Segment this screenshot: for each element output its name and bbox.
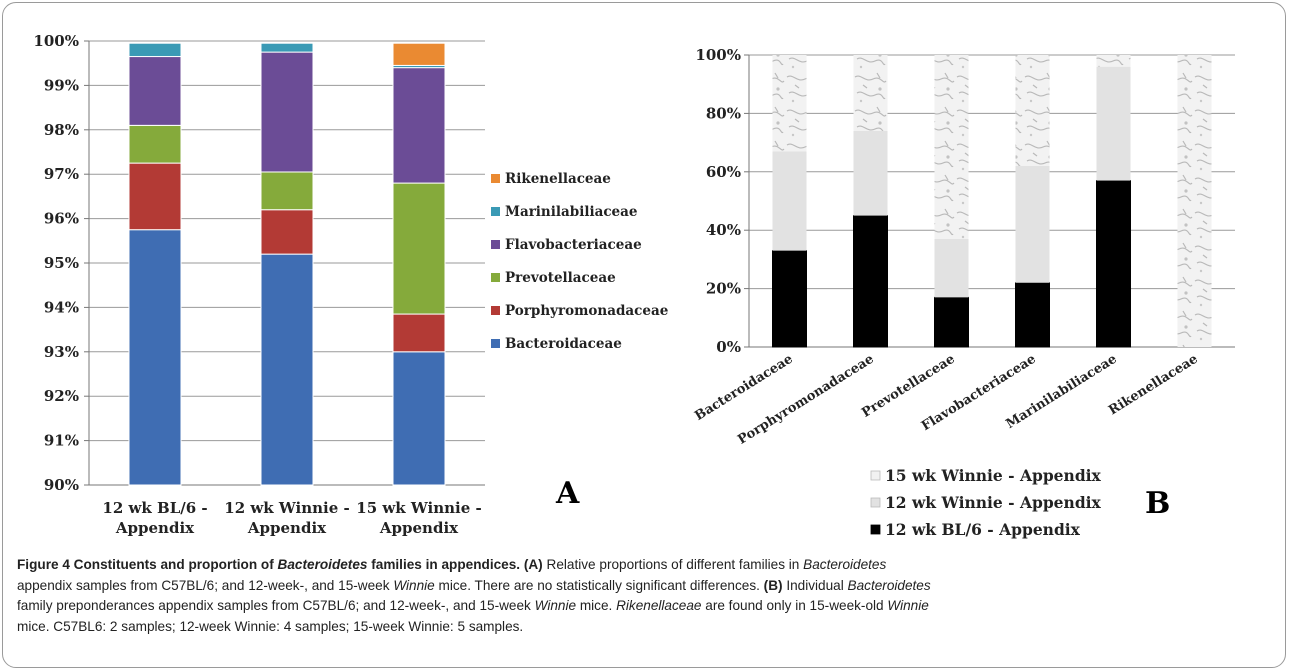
bar-segment-15-wk-winnie-appendix (853, 55, 888, 131)
figure-caption: Figure 4 Constituents and proportion of … (17, 555, 1279, 637)
y-tick-label: 40% (706, 221, 741, 239)
y-tick-label: 91% (44, 432, 79, 450)
chart-b: 0%20%40%60%80%100%BacteroidaceaePorphyro… (692, 46, 1235, 539)
caption-segment: Bacteroidetes (803, 557, 887, 572)
legend-swatch-12-wk-bl-6-appendix (870, 524, 881, 535)
caption-segment: Individual (782, 577, 848, 593)
legend-label-flavobacteriaceae: Flavobacteriaceae (505, 237, 642, 253)
caption-line: mice. C57BL6: 2 samples; 12-week Winnie:… (17, 617, 1279, 638)
bar-segment-porphyromonadaceae (128, 162, 182, 231)
caption-segment: mice. There are no statistically signifi… (434, 577, 764, 593)
x-tick-label: Porphyromonadaceae (735, 352, 876, 448)
legend-swatch-12-wk-winnie-appendix (870, 497, 881, 508)
bar-segment-prevotellaceae (260, 171, 314, 211)
bar-segment-12-wk-bl-6-appendix (934, 296, 969, 348)
caption-line: appendix samples from C57BL/6; and 12-we… (17, 576, 1279, 597)
caption-segment: Relative proportions of different famili… (542, 557, 804, 572)
y-tick-label: 97% (44, 165, 79, 183)
bar-segment-flavobacteriaceae (392, 67, 446, 184)
y-tick-label: 90% (44, 476, 79, 494)
bar-segment-15-wk-winnie-appendix (1177, 55, 1212, 347)
legend-swatch-porphyromonadaceae (491, 306, 500, 315)
legend-swatch-marinilabiliaceae (491, 207, 500, 216)
bar-segment-flavobacteriaceae (260, 51, 314, 173)
y-tick-label: 100% (33, 32, 79, 50)
bar-segment-marinilabiliaceae (260, 42, 314, 53)
caption-segment: Bacteroidetes (277, 557, 368, 572)
y-tick-label: 92% (44, 387, 79, 405)
caption-line: Figure 4 Constituents and proportion of … (17, 555, 1279, 576)
bar-segment-12-wk-winnie-appendix (772, 151, 807, 251)
caption-segment: (B) (763, 577, 783, 593)
bar-segment-bacteroidaceae (260, 253, 314, 486)
legend-label-porphyromonadaceae: Porphyromonadaceae (505, 303, 668, 319)
y-tick-label: 96% (44, 210, 79, 228)
bar-segment-bacteroidaceae (392, 351, 446, 486)
bar-segment-bacteroidaceae (128, 229, 182, 486)
legend-swatch-flavobacteriaceae (491, 240, 500, 249)
caption-segment: Rikenellaceae (616, 598, 702, 613)
legend-label-12-wk-winnie-appendix: 12 wk Winnie - Appendix (885, 493, 1102, 512)
caption-segment: are found only in 15-week-old (701, 598, 888, 613)
bar-segment-12-wk-bl-6-appendix (853, 215, 888, 348)
y-tick-label: 60% (706, 163, 741, 181)
y-tick-label: 80% (706, 104, 741, 122)
caption-segment: appendix samples from C57BL/6; and 12-we… (17, 577, 394, 593)
y-tick-label: 100% (695, 46, 741, 64)
caption-segment: mice. C57BL6: 2 samples; 12-week Winnie:… (17, 618, 524, 634)
bar-segment-15-wk-winnie-appendix (772, 55, 807, 152)
y-tick-label: 94% (44, 298, 79, 316)
caption-segment: family preponderances appendix samples f… (17, 598, 535, 613)
chart-a: 90% 91% 92% 93% 94% 95% 96% 97% 98% 99% 100% 12 wk … (33, 32, 668, 537)
legend-label-bacteroidaceae: Bacteroidaceae (505, 336, 622, 352)
y-tick-label: 99% (44, 76, 79, 94)
bar-segment-12-wk-bl-6-appendix (1015, 282, 1050, 348)
bar-segment-15-wk-winnie-appendix (1015, 55, 1050, 166)
caption-segment: Winnie (534, 598, 577, 613)
caption-segment: Bacteroidetes (847, 577, 931, 593)
x-tick-label: 12 wk BL/6 -Appendix (102, 499, 207, 537)
panel-label-a: A (555, 476, 580, 511)
y-tick-label: 98% (44, 121, 79, 139)
bar-segment-12-wk-winnie-appendix (1096, 66, 1131, 181)
legend-swatch-15-wk-winnie-appendix (870, 470, 881, 481)
caption-segment: Figure 4 Constituents and proportion of (17, 557, 278, 572)
bar-segment-marinilabiliaceae (128, 42, 182, 58)
bar-segment-12-wk-winnie-appendix (934, 238, 969, 298)
bar-segment-12-wk-winnie-appendix (1015, 165, 1050, 283)
panel-label-b: B (1145, 486, 1170, 521)
legend-label-marinilabiliaceae: Marinilabiliaceae (505, 204, 637, 220)
caption-line: family preponderances appendix samples f… (17, 596, 1279, 617)
legend-label-15-wk-winnie-appendix: 15 wk Winnie - Appendix (885, 466, 1102, 485)
y-tick-label: 93% (44, 343, 79, 361)
caption-segment: Winnie (887, 598, 929, 613)
legend-label-rikenellaceae: Rikenellaceae (505, 171, 611, 187)
legend-label-prevotellaceae: Prevotellaceae (505, 270, 616, 286)
legend-swatch-bacteroidaceae (491, 339, 500, 348)
bar-segment-flavobacteriaceae (128, 56, 182, 126)
x-tick-label: 15 wk Winnie -Appendix (356, 499, 481, 537)
bar-segment-porphyromonadaceae (260, 209, 314, 255)
y-tick-label: 0% (716, 338, 741, 356)
y-tick-label: 20% (706, 280, 741, 298)
bar-segment-prevotellaceae (392, 182, 446, 315)
bar-segment-15-wk-winnie-appendix (934, 55, 969, 239)
bar-segment-rikenellaceae (392, 42, 446, 66)
legend-swatch-prevotellaceae (491, 273, 500, 282)
bar-segment-12-wk-winnie-appendix (853, 130, 888, 216)
bar-segment-prevotellaceae (128, 124, 182, 164)
y-tick-label: 95% (44, 254, 79, 272)
caption-segment: mice. (576, 598, 617, 613)
bar-segment-porphyromonadaceae (392, 313, 446, 353)
bar-segment-12-wk-bl-6-appendix (1096, 180, 1131, 348)
caption-segment: Winnie (393, 577, 435, 593)
bar-segment-15-wk-winnie-appendix (1096, 55, 1131, 67)
legend-label-12-wk-bl-6-appendix: 12 wk BL/6 - Appendix (885, 520, 1081, 539)
bar-segment-12-wk-bl-6-appendix (772, 250, 807, 348)
legend-swatch-rikenellaceae (491, 174, 500, 183)
caption-segment: families in appendices. (A) (367, 557, 543, 572)
x-tick-label: Rikenellaceae (1106, 352, 1200, 419)
x-tick-label: 12 wk Winnie -Appendix (224, 499, 349, 537)
